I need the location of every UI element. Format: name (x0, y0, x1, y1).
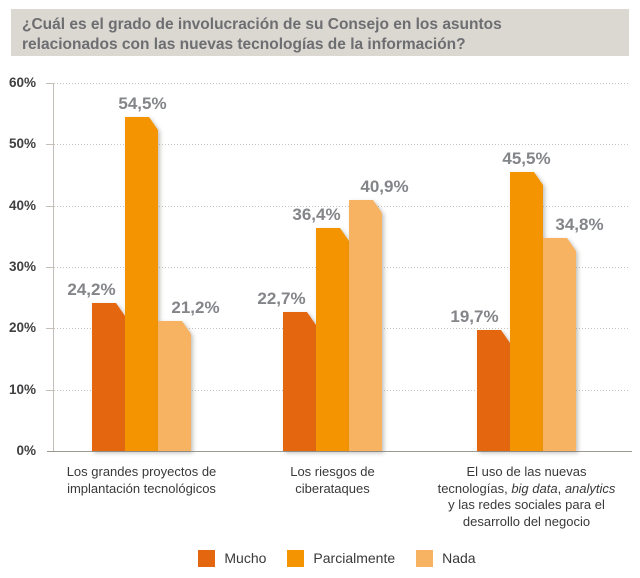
bar-mucho-group2 (283, 312, 316, 451)
y-axis-line (53, 83, 54, 451)
legend-item-mucho: Mucho (198, 549, 267, 567)
legend-label: Nada (442, 549, 476, 566)
y-axis-label: 0% (16, 443, 36, 458)
bar-fill (158, 321, 191, 451)
x-axis-baseline (47, 451, 632, 452)
gridline (54, 83, 630, 84)
y-axis-tick (46, 83, 53, 84)
legend-label: Parcialmente (313, 549, 396, 566)
legend-swatch-icon (287, 549, 305, 567)
value-label: 24,2% (67, 280, 116, 299)
legend-swatch-icon (198, 549, 216, 567)
bar-fill (92, 303, 125, 451)
value-label: 19,7% (450, 307, 499, 326)
y-axis-tick (46, 267, 53, 268)
bar-mucho-group3 (477, 330, 510, 451)
legend-label: Mucho (224, 549, 267, 566)
question-title-box: ¿Cuál es el grado de involucración de su… (11, 9, 629, 56)
legend-item-nada: Nada (416, 549, 476, 567)
value-label: 36,4% (292, 205, 341, 224)
bar-fill (510, 172, 543, 451)
question-title: ¿Cuál es el grado de involucración de su… (22, 16, 502, 53)
y-axis-tick (46, 390, 53, 391)
bar-fill (349, 200, 382, 451)
y-axis-label: 60% (8, 75, 36, 90)
y-axis-tick (46, 206, 53, 207)
bar-parcialmente-group2 (316, 228, 349, 451)
bar-fill (125, 117, 158, 451)
category-label: Los riesgos de ciberataques (290, 464, 375, 496)
y-axis-label: 50% (8, 136, 36, 151)
bar-nada-group2 (349, 200, 382, 451)
category-label: El uso de las nuevas tecnologías, big dat… (437, 464, 616, 529)
value-label: 22,7% (257, 289, 306, 308)
y-axis-label: 40% (8, 198, 36, 213)
legend: Mucho Parcialmente Nada (0, 548, 640, 568)
bar-fill (283, 312, 316, 451)
bar-mucho-group1 (92, 303, 125, 451)
legend-swatch-icon (416, 549, 434, 567)
value-label: 21,2% (171, 298, 220, 317)
gridline (54, 144, 630, 145)
legend-item-parcialmente: Parcialmente (287, 549, 396, 567)
bar-fill (316, 228, 349, 451)
bar-nada-group1 (158, 321, 191, 451)
y-axis-label: 30% (8, 259, 36, 274)
y-axis-label: 10% (8, 382, 36, 397)
y-axis-tick (46, 328, 53, 329)
value-label: 40,9% (360, 177, 409, 196)
category-label: Los grandes proyectos de implantación tec… (66, 464, 217, 496)
value-label: 45,5% (502, 149, 551, 168)
bar-fill (543, 238, 576, 451)
bar-parcialmente-group1 (125, 117, 158, 451)
y-axis-tick (46, 144, 53, 145)
value-label: 34,8% (555, 215, 604, 234)
value-label: 54,5% (118, 94, 167, 113)
y-axis-label: 20% (8, 320, 36, 335)
gridline (54, 206, 630, 207)
bar-fill (477, 330, 510, 451)
bar-parcialmente-group3 (510, 172, 543, 451)
bar-nada-group3 (543, 238, 576, 451)
